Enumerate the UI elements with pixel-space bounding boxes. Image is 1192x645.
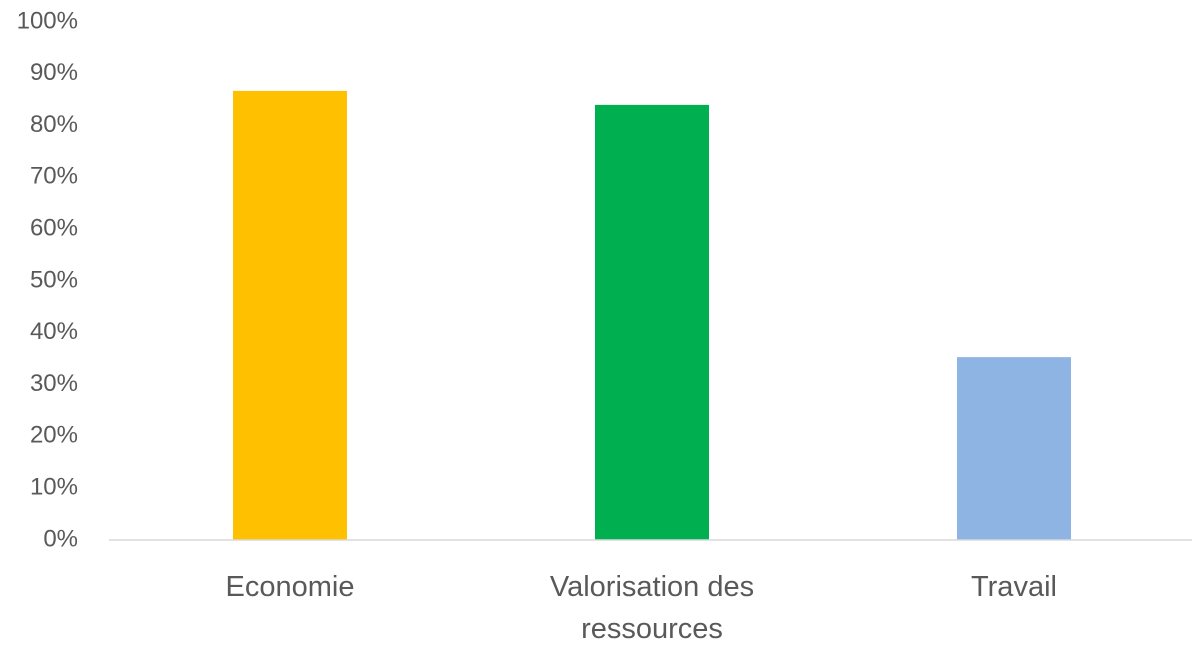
y-tick-label: 30%: [30, 370, 78, 397]
y-tick-label: 10%: [30, 474, 78, 501]
bar: [233, 90, 347, 541]
bar: [957, 357, 1071, 540]
y-tick-label: 40%: [30, 318, 78, 345]
y-tick-label: 20%: [30, 422, 78, 449]
y-tick-label: 0%: [43, 525, 78, 552]
x-tick-label: Economie: [225, 571, 355, 603]
y-tick-label: 90%: [30, 59, 78, 86]
y-tick-label: 50%: [30, 266, 78, 293]
y-tick-label: 100%: [17, 7, 78, 34]
x-tick-label: Travail: [971, 571, 1057, 603]
y-tick-label: 70%: [30, 163, 78, 190]
y-tick-label: 80%: [30, 111, 78, 138]
x-tick-label: Valorisation des ressources: [549, 571, 755, 645]
y-tick-label: 60%: [30, 215, 78, 242]
bar: [595, 104, 709, 540]
